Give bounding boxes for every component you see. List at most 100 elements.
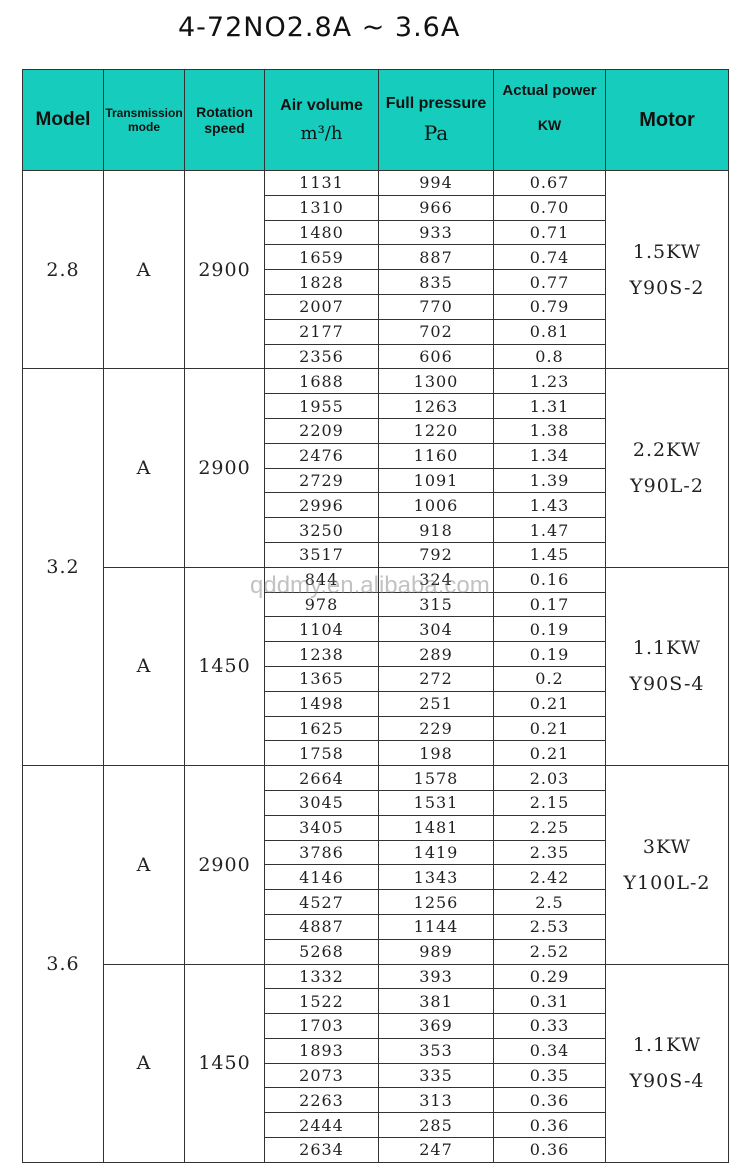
table-row: A 1450 1332 393 0.29 1.1KW Y90S-4 xyxy=(23,963,729,1163)
rotation-cell: 1450 xyxy=(184,566,265,767)
power-cell: 0.35 xyxy=(493,1062,606,1089)
table-row: 2263 313 0.36 xyxy=(23,1087,729,1114)
air-volume-cell: 2476 xyxy=(264,442,379,469)
power-cell: 0.67 xyxy=(493,170,606,196)
power-cell: 0.77 xyxy=(493,269,606,295)
motor-cell: 1.1KW Y90S-4 xyxy=(605,566,729,767)
air-volume-cell: 2263 xyxy=(264,1087,379,1114)
table-row: 4146 1343 2.42 xyxy=(23,864,729,891)
power-cell: 0.8 xyxy=(493,343,606,370)
power-cell: 1.45 xyxy=(493,541,606,568)
pressure-label: Full pressure xyxy=(385,95,487,112)
power-cell: 0.31 xyxy=(493,988,606,1015)
power-cell: 1.39 xyxy=(493,467,606,494)
table-row: 1522 381 0.31 xyxy=(23,988,729,1015)
air-volume-cell: 1703 xyxy=(264,1013,379,1039)
power-cell: 2.25 xyxy=(493,814,606,841)
power-cell: 0.34 xyxy=(493,1037,606,1064)
air-volume-cell: 1238 xyxy=(264,641,379,667)
table-row: 2209 1220 1.38 xyxy=(23,417,729,444)
pressure-cell: 702 xyxy=(378,318,494,345)
power-cell: 0.71 xyxy=(493,219,606,246)
motor-cell: 1.5KW Y90S-2 xyxy=(605,169,729,370)
air-volume-cell: 1625 xyxy=(264,715,379,742)
table-row: 5268 989 2.52 xyxy=(23,938,729,965)
power-label: Actual power xyxy=(502,82,597,99)
table-row: 2729 1091 1.39 xyxy=(23,467,729,494)
power-cell: 2.52 xyxy=(493,938,606,965)
header-air-volume: Air volume m³/h xyxy=(264,69,379,171)
air-volume-cell: 1104 xyxy=(264,616,379,643)
power-cell: 0.19 xyxy=(493,616,606,643)
air-unit: m³/h xyxy=(300,122,343,144)
pressure-cell: 1006 xyxy=(378,492,494,519)
pressure-cell: 792 xyxy=(378,541,494,568)
motor-model: Y90L-2 xyxy=(630,475,704,498)
motor-model: Y90S-2 xyxy=(629,276,705,299)
air-volume-cell: 1131 xyxy=(264,170,379,196)
table-row: 3250 918 1.47 xyxy=(23,517,729,543)
pressure-cell: 1160 xyxy=(378,442,494,469)
power-cell: 0.36 xyxy=(493,1087,606,1114)
pressure-cell: 315 xyxy=(378,591,494,618)
pressure-cell: 606 xyxy=(378,343,494,370)
power-cell: 0.81 xyxy=(493,318,606,345)
pressure-cell: 1481 xyxy=(378,814,494,841)
motor-power: 1.1KW xyxy=(632,1034,702,1057)
pressure-cell: 229 xyxy=(378,715,494,742)
fan-spec-table: Model Transmission mode Rotation speed A… xyxy=(22,69,729,1163)
table-row: 4527 1256 2.5 xyxy=(23,889,729,915)
power-cell: 1.43 xyxy=(493,492,606,519)
pressure-cell: 918 xyxy=(378,517,494,543)
table-row: 2007 770 0.79 xyxy=(23,293,729,320)
air-volume-cell: 4146 xyxy=(264,864,379,891)
air-volume-cell: 1365 xyxy=(264,665,379,692)
power-cell: 1.47 xyxy=(493,517,606,543)
pressure-cell: 1220 xyxy=(378,417,494,444)
table-row: 1828 835 0.77 xyxy=(23,269,729,295)
air-volume-cell: 3250 xyxy=(264,517,379,543)
air-volume-cell: 2007 xyxy=(264,293,379,320)
power-unit: KW xyxy=(537,117,562,133)
pressure-cell: 335 xyxy=(378,1062,494,1089)
power-cell: 1.38 xyxy=(493,417,606,444)
pressure-cell: 353 xyxy=(378,1037,494,1064)
air-volume-cell: 2996 xyxy=(264,492,379,519)
power-cell: 2.5 xyxy=(493,889,606,915)
air-volume-cell: 1310 xyxy=(264,194,379,221)
pressure-cell: 304 xyxy=(378,616,494,643)
rotation-cell: 2900 xyxy=(184,765,265,965)
air-volume-cell: 2073 xyxy=(264,1062,379,1089)
power-cell: 2.03 xyxy=(493,765,606,791)
pressure-cell: 198 xyxy=(378,740,494,767)
table-row: 3786 1419 2.35 xyxy=(23,839,729,866)
pressure-cell: 247 xyxy=(378,1137,494,1163)
motor-power: 1.1KW xyxy=(632,637,702,660)
pressure-cell: 835 xyxy=(378,269,494,295)
rotation-cell: 1450 xyxy=(184,963,265,1163)
transmission-cell: A xyxy=(103,169,185,370)
pressure-cell: 994 xyxy=(378,170,494,196)
pressure-cell: 324 xyxy=(378,566,494,593)
pressure-cell: 1300 xyxy=(378,368,494,395)
air-volume-cell: 2177 xyxy=(264,318,379,345)
table-row: 1659 887 0.74 xyxy=(23,244,729,271)
transmission-cell: A xyxy=(103,368,185,568)
air-volume-cell: 1828 xyxy=(264,269,379,295)
transmission-cell: A xyxy=(103,963,185,1163)
power-cell: 0.74 xyxy=(493,244,606,271)
power-cell: 2.53 xyxy=(493,913,606,940)
air-volume-cell: 4887 xyxy=(264,913,379,940)
model-cell: 3.6 xyxy=(22,765,104,1163)
pressure-cell: 989 xyxy=(378,938,494,965)
pressure-cell: 966 xyxy=(378,194,494,221)
air-volume-cell: 1480 xyxy=(264,219,379,246)
air-volume-cell: 2634 xyxy=(264,1137,379,1163)
air-volume-cell: 1522 xyxy=(264,988,379,1015)
air-volume-cell: 5268 xyxy=(264,938,379,965)
table-row: 1480 933 0.71 xyxy=(23,219,729,246)
header-transmission: Transmission mode xyxy=(103,69,185,171)
air-volume-cell: 4527 xyxy=(264,889,379,915)
air-volume-cell: 1332 xyxy=(264,963,379,990)
table-row: 4887 1144 2.53 xyxy=(23,913,729,940)
